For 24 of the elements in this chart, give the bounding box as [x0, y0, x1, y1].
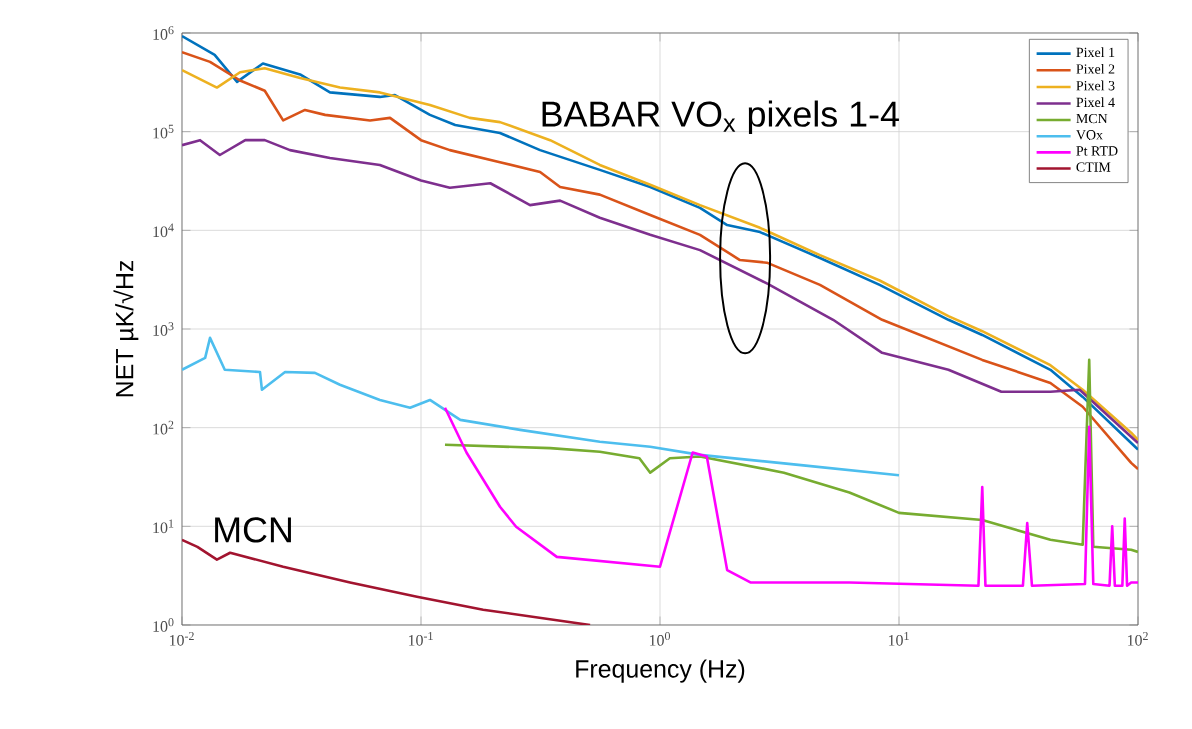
legend-label: Pixel 2	[1076, 63, 1115, 74]
y-tick-label: 10$^{4}$	[153, 223, 174, 238]
legend-label: Pixel 3	[1076, 80, 1115, 91]
legend-label: MCN	[1076, 113, 1108, 124]
annotation: MCN	[215, 517, 291, 543]
annotation: BABAR VO$_{x}$ pixels 1-4	[542, 100, 899, 134]
x-tick-label: 10$^{0}$	[649, 632, 671, 646]
legend-label: Pixel 1	[1076, 47, 1115, 58]
x-tick-label: 10$^{-2}$	[169, 632, 194, 646]
x-tick-label: 10$^{1}$	[888, 632, 909, 646]
y-tick-label: 10$^{5}$	[153, 124, 174, 139]
legend-label: CTIM	[1076, 162, 1111, 172]
y-tick-label: 10$^{6}$	[153, 26, 174, 40]
x-axis-title: Frequency (Hz)	[576, 659, 745, 683]
y-tick-label: 10$^{1}$	[153, 519, 174, 534]
x-tick-label: 10$^{2}$	[1127, 632, 1148, 646]
legend-label: Pixel 4	[1076, 97, 1115, 108]
y-tick-label: 10$^{3}$	[153, 322, 174, 336]
legend-label: VOx	[1076, 130, 1103, 140]
y-tick-label: 10$^{2}$	[153, 420, 174, 435]
y-tick-label: 10$^{0}$	[153, 618, 174, 632]
legend-label: Pt RTD	[1076, 146, 1118, 156]
x-tick-label: 10$^{-1}$	[408, 632, 433, 646]
y-axis-title: NET µK/√Hz	[113, 260, 139, 397]
